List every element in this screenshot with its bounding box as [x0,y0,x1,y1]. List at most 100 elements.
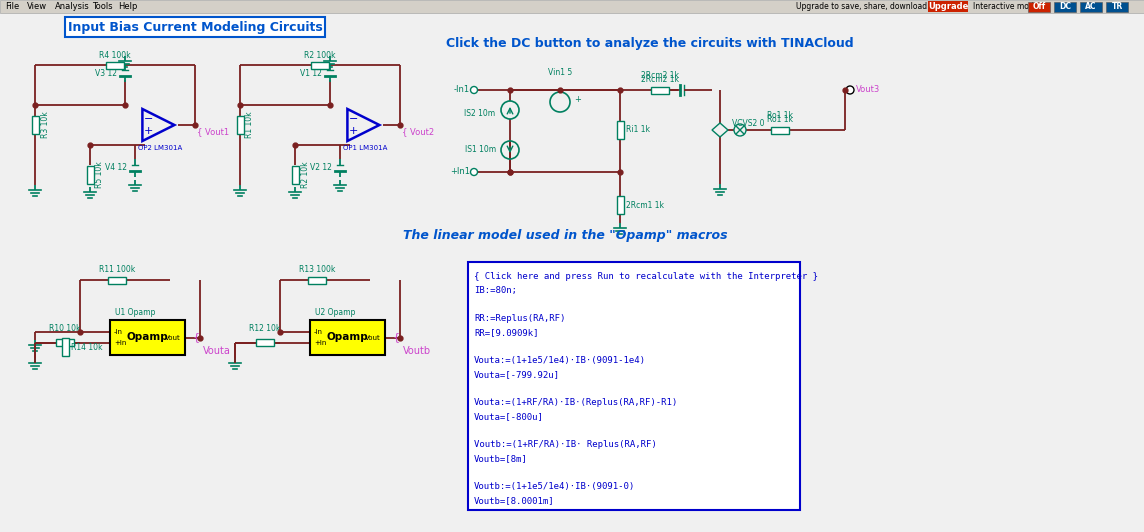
Bar [106,62,124,69]
Text: V1 12: V1 12 [300,69,321,78]
Bar [87,166,94,184]
Text: Upgrade: Upgrade [928,2,968,11]
Text: Voutb=[8.0001m]: Voutb=[8.0001m] [474,496,555,505]
Text: Opamp: Opamp [127,332,168,343]
Text: R1 10k: R1 10k [246,112,254,138]
Text: Ro1 1k: Ro1 1k [766,111,793,120]
Text: IS2 10m: IS2 10m [463,109,495,118]
Text: Vouta:=(1+1e5/1e4)·IB·(9091-1e4): Vouta:=(1+1e5/1e4)·IB·(9091-1e4) [474,356,646,365]
Text: +In: +In [313,340,326,346]
Bar [468,262,800,510]
Text: +: + [349,127,358,136]
Text: Vouta:=(1+RF/RA)·IB·(Replus(RA,RF)-R1): Vouta:=(1+RF/RA)·IB·(Replus(RA,RF)-R1) [474,398,678,407]
Text: File: File [5,2,19,11]
Bar [108,277,126,284]
Text: { Click here and press Run to recalculate with the Interpreter }: { Click here and press Run to recalculat… [474,272,818,281]
Bar [56,339,74,346]
Text: U2 Opamp: U2 Opamp [315,308,356,317]
Text: Analysis: Analysis [55,2,89,11]
Text: Opamp: Opamp [327,332,368,343]
Text: Help: Help [118,2,137,11]
Text: Voutb=[8m]: Voutb=[8m] [474,454,527,463]
Bar [771,127,789,134]
Text: Off: Off [1032,2,1046,11]
Bar [617,196,623,214]
Bar [256,339,275,346]
Text: R12 10k: R12 10k [249,324,280,332]
Text: Voutb: Voutb [403,345,431,355]
Text: View: View [27,2,47,11]
Bar [110,320,185,355]
Text: Vout3: Vout3 [856,86,880,95]
Text: Input Bias Current Modeling Circuits: Input Bias Current Modeling Circuits [67,21,323,34]
Bar [237,116,244,134]
Text: R3 10k: R3 10k [40,112,49,138]
Text: Vout: Vout [165,335,181,340]
Text: Vin1 5: Vin1 5 [548,68,572,77]
Text: R13 100k: R13 100k [299,265,335,275]
Bar [651,87,669,94]
Bar [311,62,329,69]
Text: Vouta=[-800u]: Vouta=[-800u] [474,412,543,421]
Text: Voutb:=(1+RF/RA)·IB· Replus(RA,RF): Voutb:=(1+RF/RA)·IB· Replus(RA,RF) [474,440,657,449]
Text: -In: -In [313,329,323,335]
Text: DC: DC [1059,2,1071,11]
Text: VCVS2 0: VCVS2 0 [732,120,764,129]
Text: +In: +In [114,340,126,346]
Text: 2Rcm1 1k: 2Rcm1 1k [626,201,664,210]
Bar [1106,2,1128,12]
Text: Voutb:=(1+1e5/1e4)·IB·(9091-0): Voutb:=(1+1e5/1e4)·IB·(9091-0) [474,482,635,491]
Text: R11 100k: R11 100k [98,265,135,275]
Bar [62,338,69,356]
Text: Vouta: Vouta [202,345,231,355]
Bar [310,320,386,355]
Text: OP1 LM301A: OP1 LM301A [343,145,387,151]
Text: +: + [144,127,153,136]
Bar [617,121,623,139]
Circle shape [470,87,477,94]
Bar [928,1,968,12]
Bar [1080,2,1102,12]
Text: +In1: +In1 [450,168,470,177]
Bar [1054,2,1077,12]
Text: Upgrade to save, share, download circuits: Upgrade to save, share, download circuit… [796,2,958,11]
Text: Vout: Vout [365,335,381,340]
Text: V2 12: V2 12 [310,163,332,172]
Text: R14 10k: R14 10k [71,343,103,352]
Text: R2 10k: R2 10k [301,162,310,188]
Text: Ro1 1k: Ro1 1k [766,115,793,124]
Text: RR=[9.0909k]: RR=[9.0909k] [474,328,539,337]
Text: {: { [392,332,400,343]
Bar [1028,2,1050,12]
Text: { Vout2: { Vout2 [402,127,434,136]
Text: { Vout1: { Vout1 [197,127,229,136]
Text: Tools: Tools [92,2,112,11]
Text: R2 100k: R2 100k [304,51,335,60]
Text: -In1: -In1 [454,86,470,95]
Bar [308,277,326,284]
Bar [32,116,39,134]
Text: TR: TR [1111,2,1122,11]
Text: AC: AC [1086,2,1097,11]
Text: −: − [144,114,153,123]
Text: Click the DC button to analyze the circuits with TINACloud: Click the DC button to analyze the circu… [446,37,853,51]
Circle shape [847,86,855,94]
Text: OP2 LM301A: OP2 LM301A [138,145,182,151]
Text: Vouta=[-799.92u]: Vouta=[-799.92u] [474,370,561,379]
Text: +: + [574,96,581,104]
Text: IS1 10m: IS1 10m [464,145,496,154]
Text: RR:=Replus(RA,RF): RR:=Replus(RA,RF) [474,314,565,323]
Text: Ri1 1k: Ri1 1k [626,126,650,135]
Text: R4 100k: R4 100k [100,51,130,60]
Text: Interactive mode:: Interactive mode: [974,2,1041,11]
Text: V4 12: V4 12 [105,163,127,172]
Text: R5 10k: R5 10k [95,162,104,188]
Text: {: { [193,332,200,343]
Text: U1 Opamp: U1 Opamp [116,308,156,317]
Text: 2Rcm2 1k: 2Rcm2 1k [641,71,680,80]
Text: −: − [349,114,358,123]
Text: The linear model used in the "Opamp" macros: The linear model used in the "Opamp" mac… [403,229,728,242]
Text: V3 12: V3 12 [95,69,117,78]
Text: 2Rcm2 1k: 2Rcm2 1k [641,76,680,85]
Bar [65,17,325,37]
